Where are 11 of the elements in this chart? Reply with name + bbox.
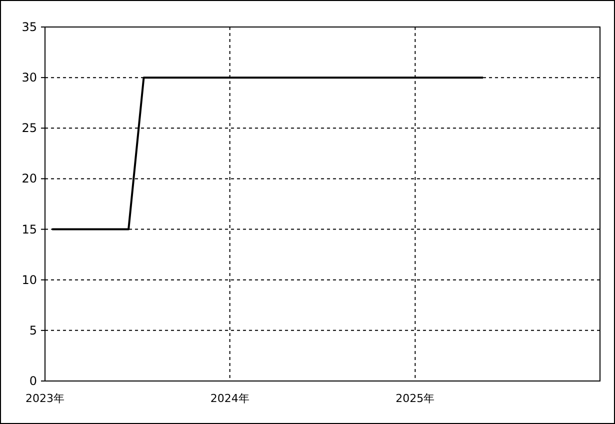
y-tick-label: 0 — [29, 374, 37, 388]
x-tick-label: 2023年 — [26, 392, 64, 405]
y-tick-label: 15 — [22, 222, 37, 236]
y-tick-label: 35 — [22, 20, 37, 34]
x-tick-label: 2025年 — [396, 392, 435, 405]
y-tick-label: 10 — [22, 272, 37, 287]
y-tick-label: 30 — [22, 70, 37, 85]
y-tick-label: 5 — [29, 323, 37, 338]
x-tick-label: 2024年 — [210, 392, 250, 405]
y-tick-label: 20 — [22, 172, 37, 186]
y-tick-label: 25 — [22, 121, 37, 136]
